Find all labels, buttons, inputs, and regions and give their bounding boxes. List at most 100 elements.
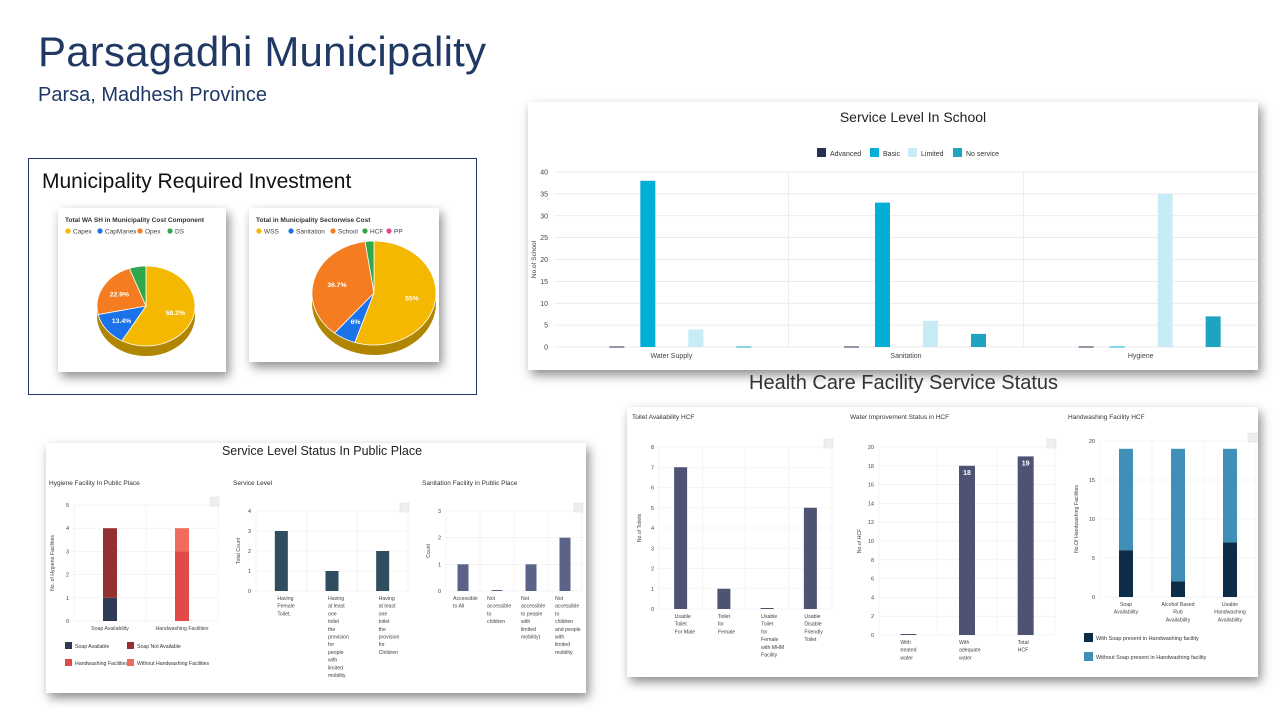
pie-data-label: 58.2% [166, 310, 185, 317]
x-tick-label: Toilet [675, 622, 688, 628]
hcf-card: Toilet Availability HCF 0 1 2 3 4 5 6 7 8 No.of To… [627, 407, 1258, 677]
y-tick-label: 0 [66, 619, 69, 625]
y-tick-label: 18 [868, 464, 874, 470]
x-tick-label: limited [521, 627, 536, 633]
legend-swatch [167, 228, 173, 234]
y-tick-label: 12 [868, 520, 874, 526]
x-tick-label: HCF [1018, 648, 1029, 654]
legend-swatch [65, 659, 72, 666]
x-tick-label: mobility) [521, 635, 541, 641]
x-tick-label: children [555, 619, 573, 625]
y-tick-label: 25 [540, 235, 548, 242]
x-tick-label: Availability [1114, 610, 1139, 616]
y-tick-label: 5 [651, 506, 654, 512]
x-tick-label: Handwashing Facilities [155, 626, 208, 632]
legend-label: HCF [370, 229, 383, 236]
legend-label: WSS [264, 229, 279, 236]
legend-label: DS [175, 229, 185, 236]
bar-segment [103, 597, 117, 621]
y-tick-label: 30 [540, 213, 548, 220]
y-tick-label: 0 [871, 633, 874, 639]
subchart-title: Hygiene Facility In Public Place [49, 480, 140, 487]
y-tick-label: 10 [868, 539, 874, 545]
legend-label: Handwashing Facilities [75, 661, 128, 667]
legend-swatch [127, 659, 134, 666]
bar [1017, 456, 1034, 635]
pie-sectorwise-chart: Total in Municipality Sectorwise Cost WSS… [256, 217, 437, 355]
x-tick-label: one [328, 611, 337, 617]
y-axis-label: No.of HCF [857, 529, 863, 554]
y-tick-label: 3 [651, 546, 654, 552]
chart-title: Service Level In School [840, 109, 986, 125]
y-tick-label: 4 [871, 595, 874, 601]
y-tick-label: 40 [540, 170, 548, 177]
y-tick-label: 1 [438, 562, 441, 568]
bar-segment [175, 528, 189, 552]
legend-swatch [127, 642, 134, 649]
x-tick-label: children [487, 619, 505, 625]
bar [1157, 193, 1173, 347]
legend-label: Sanitation [296, 229, 325, 236]
pie-title: Total WA SH in Municipality Cost Compone… [65, 217, 205, 224]
y-tick-label: 20 [540, 257, 548, 264]
legend-swatch [362, 228, 368, 234]
bar [559, 537, 571, 591]
pie-slice [364, 240, 375, 294]
x-tick-label: accessible [487, 604, 511, 610]
y-axis-label: No.of School [531, 240, 538, 278]
pie-slice [121, 265, 196, 347]
x-tick-label: the [379, 627, 386, 633]
x-tick-label: to people [521, 611, 542, 617]
y-axis-label: Count [426, 544, 432, 558]
y-tick-label: 20 [868, 445, 874, 451]
x-tick-label: Sanitation [890, 353, 921, 360]
legend-label: Basic [883, 151, 901, 158]
x-tick-label: Female [277, 604, 294, 610]
x-tick-label: Usable [804, 614, 820, 620]
chart-menu-icon [573, 502, 584, 513]
x-tick-label: Water Supply [650, 353, 692, 360]
bar-segment [1171, 448, 1185, 582]
y-tick-label: 2 [438, 536, 441, 542]
y-tick-label: 4 [651, 526, 654, 532]
x-tick-label: Usable [1222, 602, 1238, 608]
y-tick-label: 4 [248, 509, 251, 515]
pie-slice [128, 265, 147, 307]
legend-swatch [65, 642, 72, 649]
y-tick-label: 1 [651, 587, 654, 593]
x-tick-label: With [959, 640, 969, 646]
y-tick-label: 0 [651, 607, 654, 613]
legend-label: Without Soap present in Handwashing faci… [1096, 655, 1207, 661]
bar [923, 320, 938, 347]
x-tick-label: Female [718, 629, 735, 635]
x-tick-label: Female [761, 637, 778, 643]
x-tick-label: at least [328, 604, 345, 610]
x-tick-label: toilet [379, 619, 391, 625]
y-tick-label: 5 [66, 503, 69, 509]
x-tick-label: Alcohol Based [1161, 602, 1194, 608]
investment-section [28, 158, 477, 395]
pie-cost-component-card: Total WA SH in Municipality Cost Compone… [58, 208, 226, 372]
chart-menu-icon [399, 502, 410, 513]
x-tick-label: provision [379, 635, 400, 641]
hcf-section-title: Health Care Facility Service Status [749, 372, 1059, 394]
y-axis-label: No. of Hygiene Facilities [50, 535, 56, 591]
legend-swatch [256, 228, 262, 234]
pie-data-label: 36.7% [327, 282, 346, 289]
x-tick-label: mobility [328, 673, 346, 679]
y-tick-label: 10 [1089, 517, 1095, 523]
pie-title: Total in Municipality Sectorwise Cost [256, 217, 371, 224]
x-tick-label: Having [277, 596, 293, 602]
x-tick-label: Usable [675, 614, 691, 620]
x-tick-label: Not [555, 596, 564, 602]
legend-swatch [953, 148, 962, 157]
subchart-title: Sanitation Facility in Public Place [422, 480, 518, 487]
x-tick-label: Soap Availability [91, 626, 129, 632]
legend-swatch [288, 228, 294, 234]
y-tick-label: 3 [248, 529, 251, 535]
x-tick-label: Having [328, 596, 344, 602]
legend-label: Soap Available [75, 644, 109, 650]
public-place-charts: Service Level Status In Public Place Hygi… [49, 444, 584, 679]
x-tick-label: adequate [959, 648, 981, 654]
